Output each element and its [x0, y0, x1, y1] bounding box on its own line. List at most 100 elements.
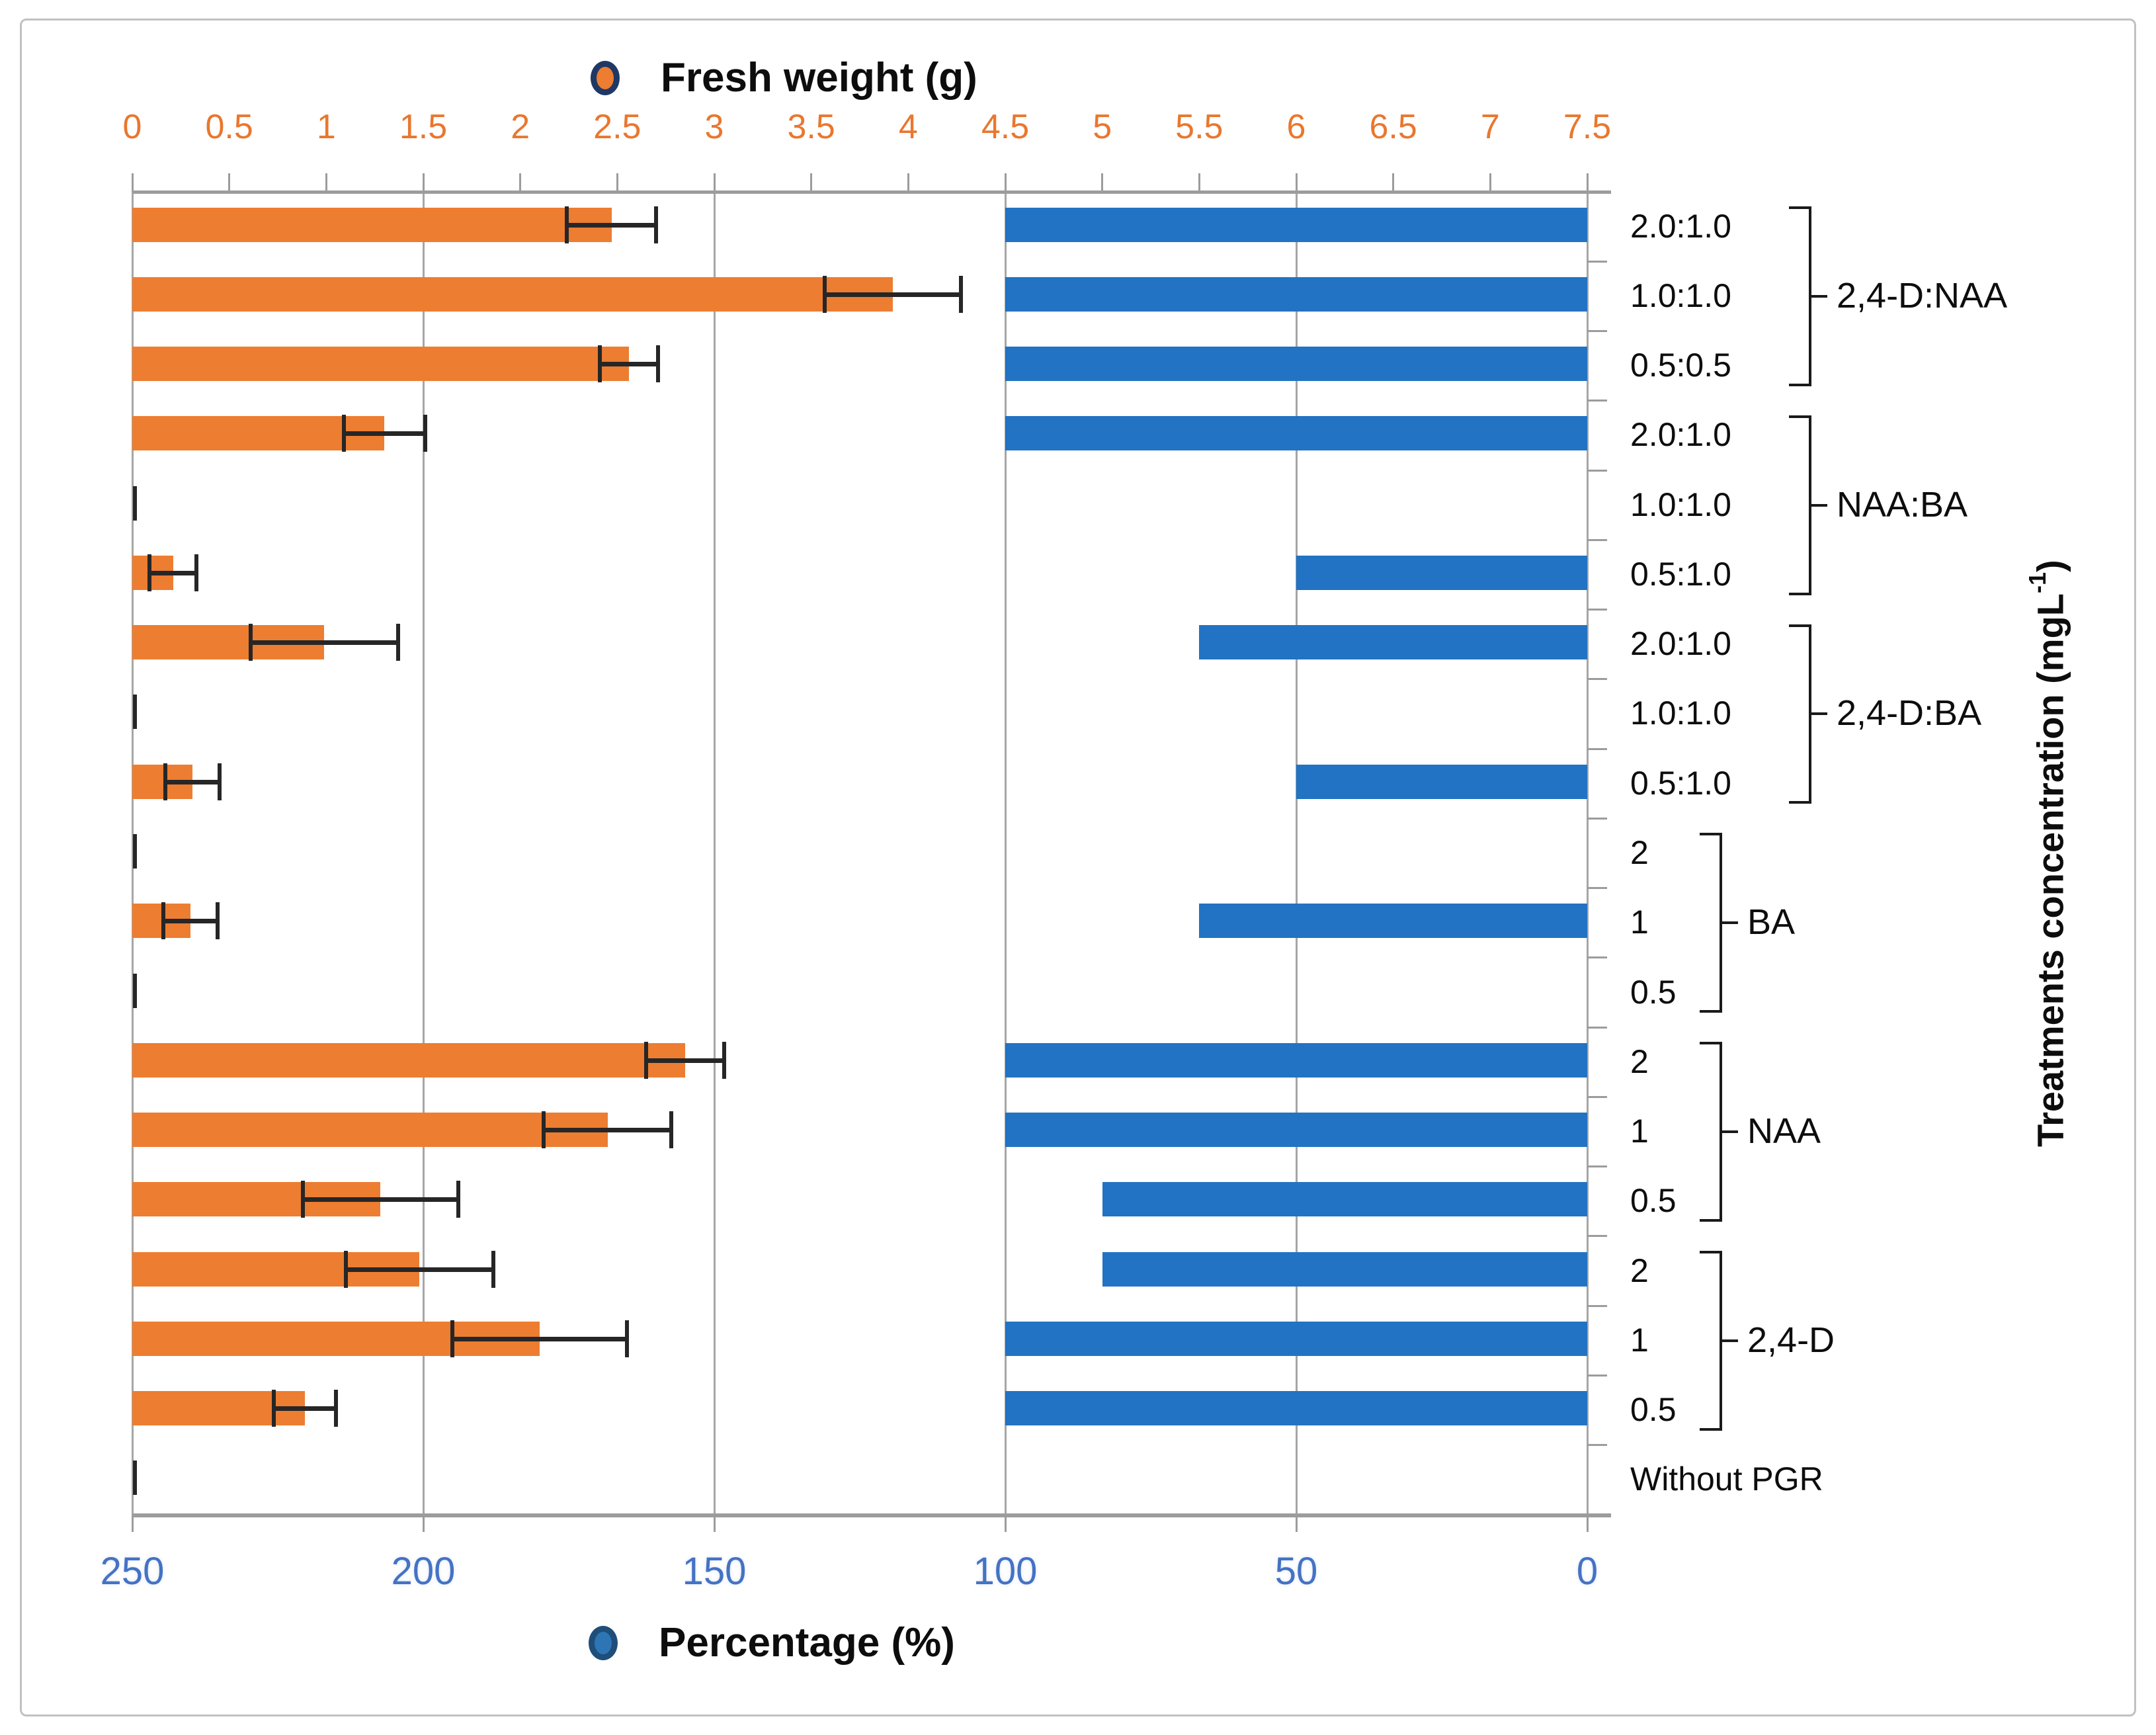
- category-axis-tick: [1587, 817, 1607, 820]
- group-bracket: [1700, 833, 1720, 836]
- error-bar-cap: [194, 554, 198, 591]
- error-bar-cap: [722, 1041, 726, 1079]
- error-bar-cap: [133, 834, 137, 868]
- top-axis-tick: [325, 173, 327, 192]
- group-bracket: [1720, 1042, 1722, 1222]
- bottom-axis-tick: [1295, 1515, 1298, 1532]
- error-bar-line: [250, 640, 398, 646]
- category-axis-tick: [1587, 330, 1607, 333]
- fresh-weight-legend: Fresh weight (g): [591, 54, 977, 101]
- error-bar-cap: [541, 1111, 546, 1149]
- fresh-weight-bar: [132, 207, 612, 242]
- error-bar-cap: [823, 275, 827, 313]
- percentage-bar: [1102, 1251, 1587, 1287]
- percentage-bar: [1005, 207, 1587, 242]
- category-axis-tick: [1587, 1165, 1607, 1168]
- group-bracket: [1700, 1250, 1720, 1253]
- group-bracket: [1811, 503, 1827, 507]
- error-bar-cap: [597, 345, 602, 383]
- category-label: 0.5:1.0: [1630, 764, 1731, 802]
- error-bar-cap: [456, 1181, 460, 1218]
- error-bar-cap: [248, 624, 253, 661]
- top-axis-tick-label: 3.5: [787, 108, 835, 146]
- category-axis-tick: [1587, 190, 1607, 193]
- gridline: [713, 192, 716, 1515]
- top-axis-tick: [1004, 173, 1007, 192]
- fresh-weight-bar: [132, 276, 893, 312]
- top-axis-tick-label: 1.5: [399, 108, 448, 146]
- top-axis-tick: [1586, 173, 1589, 192]
- group-bracket: [1722, 1130, 1738, 1134]
- error-bar-cap: [625, 1320, 629, 1357]
- group-bracket: [1789, 801, 1809, 804]
- category-label: 0.5: [1630, 1182, 1677, 1220]
- group-bracket: [1789, 383, 1809, 386]
- group-bracket: [1700, 1010, 1720, 1013]
- bottom-axis-tick-label: 100: [973, 1550, 1038, 1593]
- group-bracket: [1720, 1250, 1722, 1431]
- category-axis-tick: [1587, 1444, 1607, 1447]
- category-label: 1.0:1.0: [1630, 695, 1731, 732]
- right-axis-title: Treatments concentration (mgL-1): [2024, 560, 2071, 1147]
- group-bracket: [1789, 415, 1809, 418]
- gridline: [131, 192, 134, 1515]
- percentage-bar: [1102, 1182, 1587, 1217]
- group-bracket: [1700, 1042, 1720, 1045]
- group-label: 2,4-D:NAA: [1837, 275, 2008, 316]
- error-bar-line: [599, 362, 658, 367]
- error-bar-cap: [450, 1320, 454, 1357]
- top-axis-tick-label: 2: [511, 108, 530, 146]
- category-label: 1: [1630, 904, 1649, 941]
- group-bracket: [1789, 206, 1809, 209]
- group-bracket: [1700, 1427, 1720, 1431]
- error-bar-cap: [341, 415, 346, 452]
- group-bracket: [1722, 921, 1738, 925]
- percentage-bar: [1199, 904, 1587, 939]
- error-bar-cap: [218, 763, 222, 800]
- bottom-axis-tick: [713, 1515, 716, 1532]
- error-bar-cap: [133, 486, 137, 521]
- percentage-bar: [1005, 1321, 1587, 1356]
- bottom-axis-line: [132, 1513, 1611, 1517]
- category-axis-tick: [1587, 469, 1607, 472]
- error-bar-cap: [343, 1250, 348, 1288]
- category-axis-tick: [1587, 1304, 1607, 1307]
- percentage-bar: [1296, 764, 1587, 799]
- error-bar-cap: [147, 554, 152, 591]
- category-label: 2.0:1.0: [1630, 207, 1731, 245]
- percentage-legend-marker-icon: [589, 1625, 618, 1660]
- top-axis-tick: [422, 173, 425, 192]
- error-bar-cap: [216, 902, 220, 940]
- group-label: 2,4-D:BA: [1837, 693, 1982, 734]
- error-bar-cap: [565, 206, 569, 243]
- group-bracket: [1700, 1218, 1720, 1222]
- category-label: 0.5: [1630, 1391, 1677, 1429]
- superscript-minus-one: -1: [2024, 571, 2051, 593]
- error-bar-cap: [301, 1181, 306, 1218]
- percentage-bar: [1005, 416, 1587, 451]
- group-bracket: [1809, 624, 1811, 804]
- error-bar-cap: [423, 415, 427, 452]
- bottom-axis-tick-label: 250: [100, 1550, 165, 1593]
- gridline: [1586, 192, 1589, 1515]
- error-bar-cap: [161, 902, 165, 940]
- group-bracket: [1789, 624, 1809, 627]
- percentage-bar: [1296, 555, 1587, 590]
- error-bar-cap: [644, 1041, 649, 1079]
- percentage-legend-label: Percentage (%): [659, 1620, 955, 1666]
- error-bar-line: [345, 1267, 493, 1272]
- error-bar-line: [452, 1336, 627, 1341]
- top-axis-tick: [713, 173, 716, 192]
- group-bracket: [1811, 294, 1827, 298]
- top-axis-tick: [1101, 173, 1104, 192]
- top-axis-tick-label: 2.5: [593, 108, 642, 146]
- category-axis-tick: [1587, 538, 1607, 541]
- top-axis-tick: [1198, 173, 1200, 192]
- group-label: BA: [1747, 902, 1796, 943]
- bottom-axis-tick: [131, 1515, 134, 1532]
- top-axis-tick: [616, 173, 618, 192]
- error-bar-cap: [669, 1111, 674, 1149]
- error-bar-cap: [395, 624, 400, 661]
- error-bar-line: [163, 919, 218, 924]
- fresh-weight-legend-label: Fresh weight (g): [661, 55, 977, 101]
